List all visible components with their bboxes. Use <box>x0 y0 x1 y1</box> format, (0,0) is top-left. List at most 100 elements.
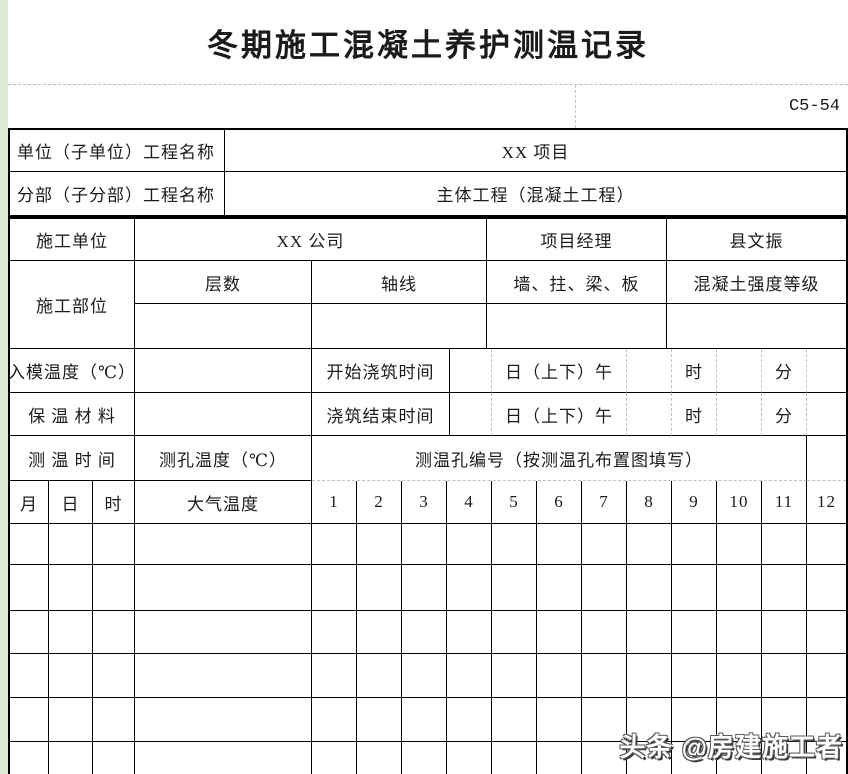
empty-grid-cell[interactable] <box>582 565 627 611</box>
members-input-cell[interactable] <box>487 304 667 349</box>
start-time-blank[interactable] <box>807 349 846 393</box>
empty-grid-cell[interactable] <box>672 611 717 654</box>
empty-grid-cell[interactable] <box>582 524 627 565</box>
mold-temp-input-cell[interactable] <box>135 349 312 393</box>
empty-grid-cell[interactable] <box>447 524 492 565</box>
empty-grid-cell[interactable] <box>717 611 762 654</box>
empty-grid-cell[interactable] <box>402 565 447 611</box>
empty-grid-cell[interactable] <box>537 698 582 742</box>
empty-grid-cell[interactable] <box>447 565 492 611</box>
empty-grid-cell[interactable] <box>717 742 762 774</box>
empty-grid-cell[interactable] <box>135 611 312 654</box>
empty-grid-cell[interactable] <box>10 524 49 565</box>
empty-grid-cell[interactable] <box>312 742 357 774</box>
empty-grid-cell[interactable] <box>762 654 807 698</box>
empty-grid-cell[interactable] <box>672 654 717 698</box>
empty-grid-cell[interactable] <box>93 742 135 774</box>
empty-grid-cell[interactable] <box>762 742 807 774</box>
insulation-input-cell[interactable] <box>135 393 312 436</box>
empty-grid-cell[interactable] <box>49 654 93 698</box>
project-manager-value[interactable]: 县文振 <box>667 219 846 261</box>
empty-grid-cell[interactable] <box>402 654 447 698</box>
empty-grid-cell[interactable] <box>10 611 49 654</box>
empty-grid-cell[interactable] <box>49 524 93 565</box>
empty-grid-cell[interactable] <box>93 611 135 654</box>
empty-grid-cell[interactable] <box>49 565 93 611</box>
empty-grid-cell[interactable] <box>762 524 807 565</box>
floors-input-cell[interactable] <box>135 304 312 349</box>
start-time-blank[interactable] <box>717 349 762 393</box>
empty-grid-cell[interactable] <box>135 565 312 611</box>
empty-grid-cell[interactable] <box>537 611 582 654</box>
empty-grid-cell[interactable] <box>93 565 135 611</box>
empty-grid-cell[interactable] <box>312 654 357 698</box>
empty-grid-cell[interactable] <box>93 654 135 698</box>
empty-grid-cell[interactable] <box>492 654 537 698</box>
empty-grid-cell[interactable] <box>672 742 717 774</box>
empty-grid-cell[interactable] <box>357 611 402 654</box>
subdivision-name-value[interactable]: 主体工程（混凝土工程） <box>436 186 635 205</box>
empty-grid-cell[interactable] <box>447 654 492 698</box>
empty-grid-cell[interactable] <box>357 698 402 742</box>
empty-grid-cell[interactable] <box>49 742 93 774</box>
empty-grid-cell[interactable] <box>762 565 807 611</box>
axis-input-cell[interactable] <box>312 304 487 349</box>
empty-grid-cell[interactable] <box>807 524 846 565</box>
empty-grid-cell[interactable] <box>582 742 627 774</box>
empty-grid-cell[interactable] <box>49 698 93 742</box>
empty-grid-cell[interactable] <box>492 742 537 774</box>
empty-grid-cell[interactable] <box>402 524 447 565</box>
empty-grid-cell[interactable] <box>537 742 582 774</box>
empty-grid-cell[interactable] <box>135 742 312 774</box>
empty-grid-cell[interactable] <box>807 698 846 742</box>
start-time-blank[interactable] <box>450 349 492 393</box>
empty-grid-cell[interactable] <box>447 742 492 774</box>
empty-grid-cell[interactable] <box>807 611 846 654</box>
contractor-value[interactable]: XX 公司 <box>135 219 487 261</box>
empty-grid-cell[interactable] <box>807 654 846 698</box>
empty-grid-cell[interactable] <box>357 524 402 565</box>
empty-grid-cell[interactable] <box>492 524 537 565</box>
empty-grid-cell[interactable] <box>717 524 762 565</box>
empty-grid-cell[interactable] <box>582 611 627 654</box>
empty-grid-cell[interactable] <box>717 565 762 611</box>
empty-grid-cell[interactable] <box>10 742 49 774</box>
empty-grid-cell[interactable] <box>582 698 627 742</box>
empty-grid-cell[interactable] <box>357 742 402 774</box>
empty-grid-cell[interactable] <box>93 698 135 742</box>
empty-grid-cell[interactable] <box>762 698 807 742</box>
empty-grid-cell[interactable] <box>627 611 672 654</box>
empty-grid-cell[interactable] <box>357 654 402 698</box>
empty-grid-cell[interactable] <box>582 654 627 698</box>
empty-grid-cell[interactable] <box>627 654 672 698</box>
empty-grid-cell[interactable] <box>312 611 357 654</box>
empty-grid-cell[interactable] <box>672 565 717 611</box>
empty-grid-cell[interactable] <box>627 565 672 611</box>
empty-grid-cell[interactable] <box>402 698 447 742</box>
empty-grid-cell[interactable] <box>807 565 846 611</box>
empty-grid-cell[interactable] <box>135 654 312 698</box>
empty-grid-cell[interactable] <box>402 611 447 654</box>
end-time-blank[interactable] <box>717 393 762 436</box>
unit-name-value[interactable]: XX 项目 <box>225 130 846 172</box>
empty-grid-cell[interactable] <box>627 524 672 565</box>
empty-grid-cell[interactable] <box>10 565 49 611</box>
empty-grid-cell[interactable] <box>10 654 49 698</box>
empty-grid-cell[interactable] <box>402 742 447 774</box>
empty-grid-cell[interactable] <box>312 524 357 565</box>
holes-header-corner-cell[interactable] <box>807 436 846 481</box>
empty-grid-cell[interactable] <box>135 698 312 742</box>
end-time-blank[interactable] <box>627 393 672 436</box>
end-time-blank[interactable] <box>807 393 846 436</box>
empty-grid-cell[interactable] <box>49 611 93 654</box>
empty-grid-cell[interactable] <box>537 565 582 611</box>
empty-grid-cell[interactable] <box>537 654 582 698</box>
empty-grid-cell[interactable] <box>135 524 312 565</box>
empty-grid-cell[interactable] <box>492 565 537 611</box>
empty-grid-cell[interactable] <box>93 524 135 565</box>
empty-grid-cell[interactable] <box>312 565 357 611</box>
empty-grid-cell[interactable] <box>537 524 582 565</box>
empty-grid-cell[interactable] <box>447 698 492 742</box>
empty-grid-cell[interactable] <box>312 698 357 742</box>
empty-grid-cell[interactable] <box>717 698 762 742</box>
